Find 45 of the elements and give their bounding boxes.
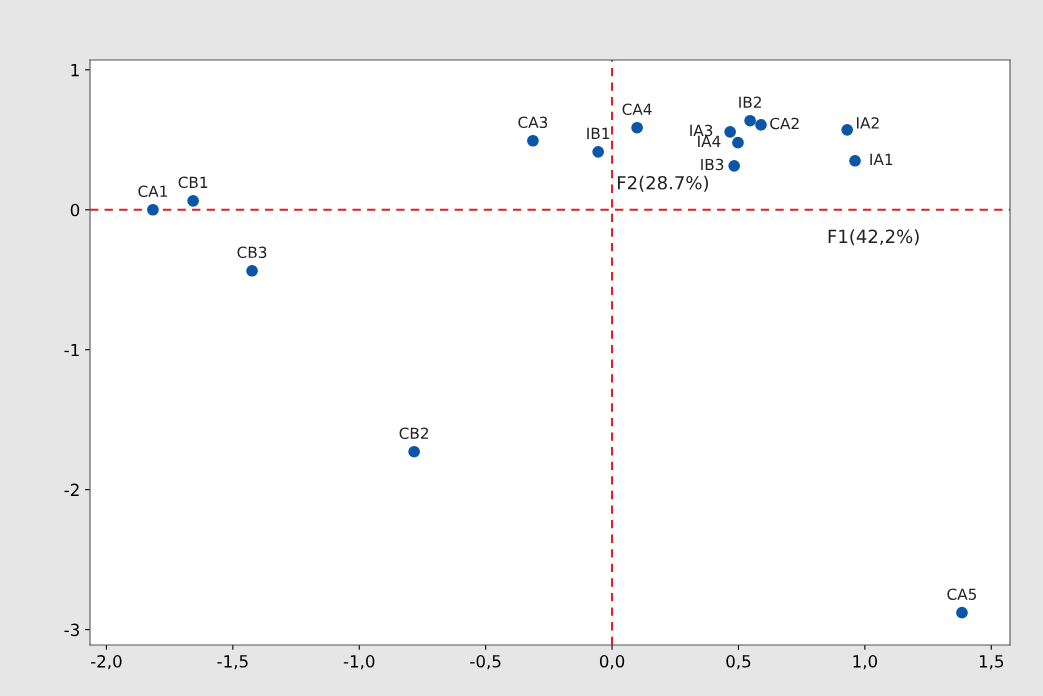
point bbox=[592, 145, 605, 158]
x-tick-label: 0,5 bbox=[726, 655, 751, 670]
ref-line-label: F2(28.7%) bbox=[618, 175, 708, 192]
point bbox=[755, 118, 767, 131]
ref-line-label: F1(42,2%) bbox=[828, 229, 919, 246]
annotation: CA4 bbox=[622, 103, 652, 116]
x-tick-label: -1,5 bbox=[217, 655, 248, 670]
point bbox=[724, 125, 736, 138]
annotation: IB3 bbox=[701, 158, 724, 171]
point bbox=[728, 159, 741, 172]
y-tick-label: -3 bbox=[64, 623, 79, 637]
point bbox=[732, 136, 744, 149]
annotation: IB2 bbox=[739, 96, 761, 108]
annotation: CB3 bbox=[237, 246, 267, 259]
annotation: CA2 bbox=[770, 117, 799, 130]
annotation: CA5 bbox=[947, 588, 977, 600]
annotation: IA1 bbox=[870, 153, 893, 165]
point bbox=[841, 123, 854, 136]
x-tick-label: 0,0 bbox=[599, 655, 625, 670]
annotation: IA3 bbox=[690, 124, 713, 137]
annotation: IB1 bbox=[587, 127, 610, 139]
point bbox=[246, 264, 258, 277]
annotation: IA2 bbox=[857, 117, 879, 129]
point bbox=[527, 134, 539, 147]
point bbox=[631, 121, 643, 134]
y-tick-label: 1 bbox=[71, 63, 79, 77]
point bbox=[849, 154, 861, 167]
point bbox=[956, 606, 968, 619]
annotation: CA1 bbox=[138, 185, 167, 198]
x-tick-label: 1,5 bbox=[979, 655, 1004, 670]
point bbox=[744, 114, 756, 127]
y-tick-label: -2 bbox=[64, 483, 79, 496]
y-tick-label: 0 bbox=[70, 203, 80, 217]
point bbox=[147, 203, 159, 216]
annotation: CB1 bbox=[178, 176, 208, 189]
x-tick-label: -2,0 bbox=[90, 655, 122, 670]
annotation: CA3 bbox=[518, 116, 548, 129]
y-tick-label: -1 bbox=[64, 343, 79, 357]
x-tick-label: -0,5 bbox=[470, 655, 501, 670]
annotation: CB2 bbox=[399, 427, 429, 440]
point bbox=[408, 445, 420, 458]
annotation: IA4 bbox=[698, 135, 721, 147]
point bbox=[187, 194, 199, 207]
x-tick-label: -1,0 bbox=[343, 655, 375, 670]
x-tick-label: 1,0 bbox=[853, 655, 878, 670]
